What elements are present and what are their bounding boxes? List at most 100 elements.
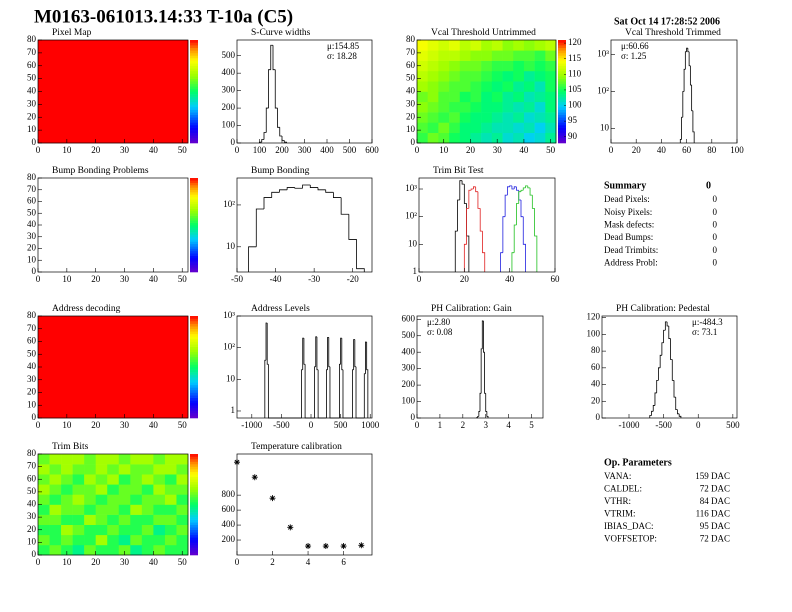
scatter-point (269, 495, 276, 502)
palette-step (190, 257, 198, 261)
palette-step (190, 336, 198, 340)
heatmap-cell (523, 112, 535, 123)
x-tick-label: 0 (309, 420, 314, 430)
palette-step (190, 410, 198, 414)
x-tick-label: 50 (178, 557, 188, 567)
palette-step (190, 52, 198, 56)
x-tick-label: -50 (231, 274, 243, 284)
op-parameter-label: VTRIM: (604, 509, 636, 519)
heatmap-cell (513, 132, 525, 144)
histogram-bin (664, 321, 668, 331)
palette-step (190, 42, 198, 46)
palette-step (190, 486, 198, 490)
palette-step (190, 331, 198, 335)
x-tick-label: 60 (682, 145, 692, 155)
palette-step (190, 534, 198, 538)
heatmap-cell (491, 101, 503, 113)
palette-step (558, 76, 566, 79)
histogram-bin (325, 189, 334, 193)
y-tick-label: 0 (231, 137, 236, 147)
histogram-bin (482, 231, 486, 272)
palette-step (190, 484, 198, 488)
x-tick-label: 40 (149, 274, 159, 284)
heatmap-cell (38, 474, 50, 485)
y-tick-label: 10³ (597, 49, 609, 59)
palette-step (190, 382, 198, 386)
summary-value: 0 (713, 194, 718, 204)
heatmap-cell (38, 454, 50, 465)
x-tick-label: 0 (417, 274, 422, 284)
palette-step (190, 346, 198, 350)
histogram-bin (520, 200, 524, 218)
y-tick-label: 200 (222, 102, 236, 112)
y-tick-label: 600 (402, 313, 416, 323)
histogram-bin (684, 51, 687, 70)
palette-step (190, 137, 198, 141)
heatmap-cell (84, 474, 96, 485)
x-tick-label: 0 (609, 145, 614, 155)
heatmap-cell (49, 514, 62, 525)
palette-step (190, 96, 198, 100)
y-tick-label: 10 (406, 124, 416, 134)
x-tick-label: 20 (91, 420, 101, 430)
x-tick-label: 2 (270, 557, 275, 567)
heatmap-cell (481, 112, 493, 123)
histogram-bin (504, 194, 508, 217)
heatmap-cell (491, 60, 503, 72)
heatmap-cell (513, 122, 525, 133)
palette-step (190, 379, 198, 383)
page-title: M0163-061013.14:33 T-10a (C5) (34, 6, 293, 27)
palette-step (190, 203, 198, 207)
y-tick-label: 70 (27, 323, 37, 333)
heatmap-cell (107, 534, 120, 546)
heatmap-cell (470, 91, 482, 103)
histogram-bin (302, 184, 311, 189)
heatmap-cell (38, 544, 50, 556)
palette-step (190, 407, 198, 411)
palette-step (558, 140, 566, 144)
heatmap-cell (427, 40, 439, 51)
x-tick-label: 40 (505, 274, 515, 284)
palette-step (190, 479, 198, 483)
heatmap-cell (459, 40, 471, 51)
heatmap-cell (481, 132, 493, 144)
x-tick-label: 10 (62, 145, 72, 155)
heatmap-cell (49, 544, 62, 556)
panel-title: PH Calibration: Pedestal (616, 304, 710, 314)
y-tick-label: 60 (27, 60, 37, 70)
scatter-point (358, 542, 365, 549)
heatmap-cell (470, 81, 482, 92)
x-tick-label: 500 (334, 420, 348, 430)
palette-step (558, 40, 566, 43)
histogram-bin (691, 85, 693, 112)
palette-step (190, 119, 198, 123)
y-tick-label: 0 (411, 412, 416, 422)
heatmap-cell (95, 474, 108, 485)
histogram-bin (656, 379, 659, 393)
y-tick-label: 40 (27, 499, 37, 509)
y-tick-label: 10² (597, 86, 609, 96)
scatter-point (251, 474, 258, 481)
palette-step (190, 387, 198, 391)
palette-step (190, 83, 198, 87)
palette-step (190, 104, 198, 108)
y-tick-label: 10 (408, 238, 418, 248)
palette-step (558, 88, 566, 92)
histogram-bin (279, 127, 282, 137)
x-tick-label: 0 (696, 420, 701, 430)
palette-step (558, 127, 566, 131)
heatmap-cell (449, 60, 461, 72)
panel-title: Address decoding (52, 304, 121, 314)
palette-step (558, 96, 566, 100)
heatmap-cell (141, 454, 154, 465)
panel-title: Temperature calibration (251, 442, 342, 452)
histogram-bin (689, 65, 692, 86)
palette-step (190, 489, 198, 493)
heatmap-cell (153, 494, 166, 505)
palette-step (558, 132, 566, 136)
histogram-bin (341, 338, 343, 371)
palette-step (190, 471, 198, 475)
heatmap-cell (153, 514, 166, 525)
heatmap-cell (481, 60, 493, 72)
palette-step (558, 86, 566, 90)
